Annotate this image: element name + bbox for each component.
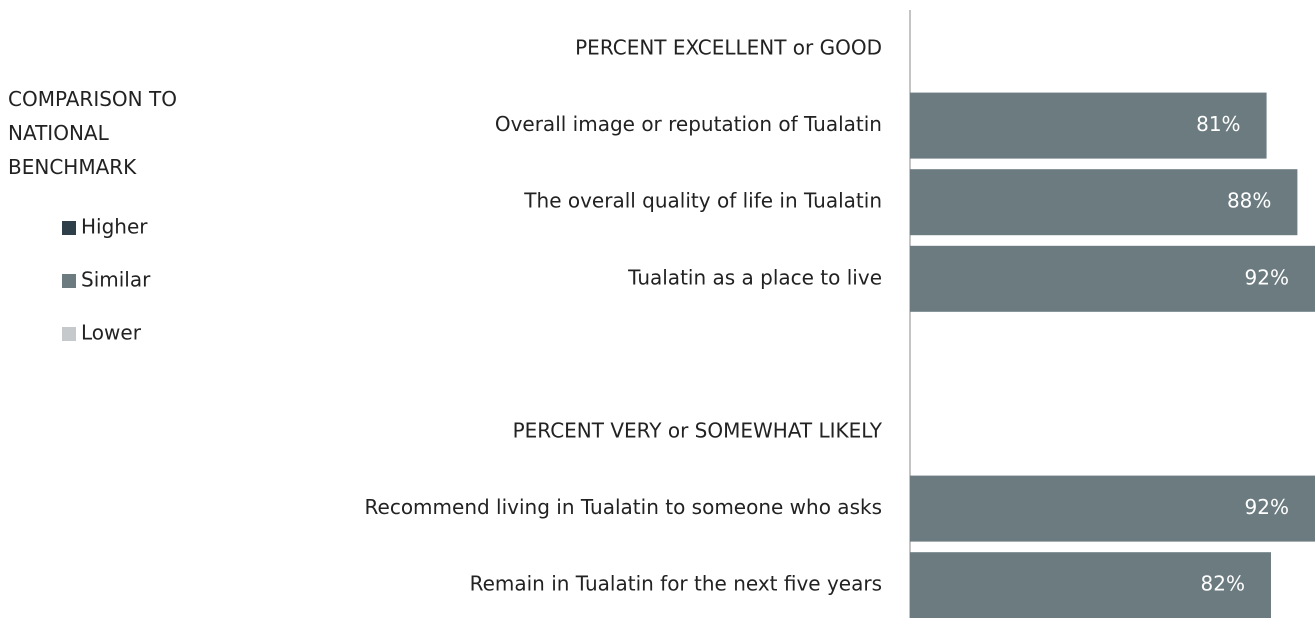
- category-label: PERCENT VERY or SOMEWHAT LIKELY: [513, 419, 883, 443]
- legend-swatch: [62, 274, 76, 288]
- category-label: Tualatin as a place to live: [627, 265, 882, 289]
- category-label: Overall image or reputation of Tualatin: [495, 112, 882, 136]
- legend-label: Similar: [81, 268, 151, 292]
- value-label: 82%: [1201, 572, 1245, 596]
- bar: [910, 245, 1315, 312]
- bar: [910, 552, 1271, 618]
- legend-swatch: [62, 327, 76, 341]
- value-label: 88%: [1227, 189, 1271, 213]
- bar: [910, 169, 1298, 236]
- category-label: The overall quality of life in Tualatin: [523, 189, 882, 213]
- category-label: Remain in Tualatin for the next five yea…: [470, 572, 882, 596]
- value-label: 92%: [1245, 495, 1289, 519]
- category-label: Recommend living in Tualatin to someone …: [365, 495, 882, 519]
- legend-title: COMPARISON TO NATIONAL BENCHMARK: [8, 87, 177, 179]
- value-label: 92%: [1245, 265, 1289, 289]
- legend-label: Higher: [81, 215, 148, 239]
- bar: [910, 475, 1315, 542]
- legend-swatch: [62, 221, 76, 235]
- legend-label: Lower: [81, 321, 142, 345]
- bar: [910, 92, 1267, 159]
- value-label: 81%: [1196, 112, 1240, 136]
- category-label: PERCENT EXCELLENT or GOOD: [575, 36, 882, 60]
